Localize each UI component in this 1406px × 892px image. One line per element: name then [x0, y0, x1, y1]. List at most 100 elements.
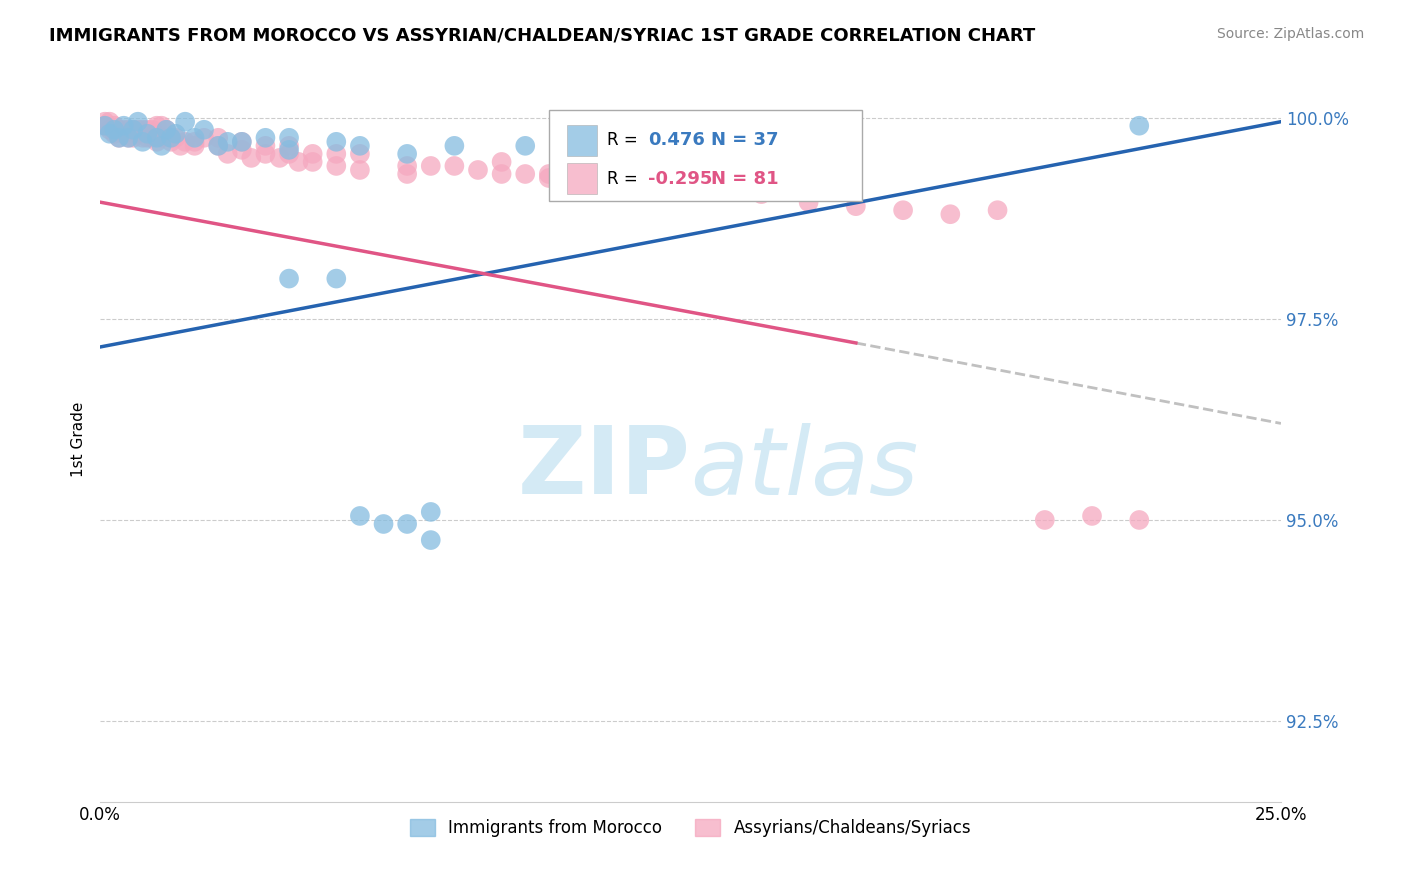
Point [112, 122, 135, 136]
Point [585, 155, 607, 169]
Point [146, 135, 169, 149]
FancyBboxPatch shape [567, 125, 598, 155]
Point [112, 127, 135, 141]
Point [1128, 513, 1150, 527]
Point [240, 151, 263, 165]
Point [419, 505, 441, 519]
Point [396, 516, 419, 531]
Point [891, 203, 914, 218]
Point [254, 138, 277, 153]
Point [1128, 119, 1150, 133]
Point [349, 147, 371, 161]
Point [278, 130, 301, 145]
Point [127, 127, 149, 141]
Point [155, 122, 177, 136]
Point [396, 147, 419, 161]
Point [103, 127, 125, 141]
Point [98, 122, 121, 136]
Point [633, 175, 655, 189]
Point [585, 163, 607, 178]
Point [325, 159, 347, 173]
Point [751, 187, 773, 202]
Legend: Immigrants from Morocco, Assyrians/Chaldeans/Syriacs: Immigrants from Morocco, Assyrians/Chald… [404, 813, 979, 844]
Point [325, 147, 347, 161]
Point [131, 135, 153, 149]
Point [108, 130, 131, 145]
Text: -0.295: -0.295 [648, 169, 713, 187]
Point [278, 147, 301, 161]
Point [94, 119, 117, 133]
Point [108, 122, 131, 136]
Text: R =: R = [607, 169, 643, 187]
Point [131, 130, 153, 145]
Point [117, 130, 139, 145]
Point [633, 171, 655, 186]
Text: N = 37: N = 37 [710, 131, 778, 149]
Point [301, 147, 323, 161]
Point [150, 138, 173, 153]
Point [98, 114, 121, 128]
Point [150, 130, 173, 145]
Point [127, 122, 149, 136]
Point [443, 159, 465, 173]
Point [155, 122, 177, 136]
Point [207, 138, 229, 153]
Point [207, 138, 229, 153]
Point [679, 171, 702, 186]
Point [349, 508, 371, 523]
Point [141, 122, 163, 136]
Point [169, 138, 191, 153]
Point [117, 122, 139, 136]
Point [136, 127, 159, 141]
Point [103, 122, 125, 136]
Point [939, 207, 962, 221]
Point [325, 135, 347, 149]
Point [136, 122, 159, 136]
Point [160, 130, 183, 145]
Point [751, 183, 773, 197]
Point [845, 199, 868, 213]
Point [183, 130, 205, 145]
Point [231, 143, 253, 157]
Point [325, 271, 347, 285]
Point [193, 130, 215, 145]
Point [117, 130, 139, 145]
Point [537, 167, 560, 181]
Point [254, 147, 277, 161]
Point [419, 159, 441, 173]
Point [108, 130, 131, 145]
Point [396, 167, 419, 181]
Point [515, 138, 537, 153]
Point [94, 114, 117, 128]
Text: IMMIGRANTS FROM MOROCCO VS ASSYRIAN/CHALDEAN/SYRIAC 1ST GRADE CORRELATION CHART: IMMIGRANTS FROM MOROCCO VS ASSYRIAN/CHAL… [49, 27, 1035, 45]
Point [231, 135, 253, 149]
Point [1033, 513, 1056, 527]
Point [160, 135, 183, 149]
Point [349, 163, 371, 178]
Point [396, 159, 419, 173]
Point [146, 119, 169, 133]
Point [165, 127, 187, 141]
Point [254, 130, 277, 145]
Point [217, 147, 239, 161]
Point [112, 119, 135, 133]
Point [207, 130, 229, 145]
Point [183, 138, 205, 153]
Point [122, 130, 145, 145]
Point [136, 130, 159, 145]
Point [231, 135, 253, 149]
Point [278, 271, 301, 285]
Point [127, 114, 149, 128]
Point [174, 114, 197, 128]
Point [419, 533, 441, 547]
Point [797, 195, 820, 210]
Point [141, 130, 163, 145]
Point [160, 130, 183, 145]
FancyBboxPatch shape [548, 110, 862, 201]
Point [987, 203, 1010, 218]
Point [537, 171, 560, 186]
Text: 0.476: 0.476 [648, 131, 704, 149]
Point [98, 127, 121, 141]
Y-axis label: 1st Grade: 1st Grade [72, 401, 86, 477]
Point [103, 119, 125, 133]
